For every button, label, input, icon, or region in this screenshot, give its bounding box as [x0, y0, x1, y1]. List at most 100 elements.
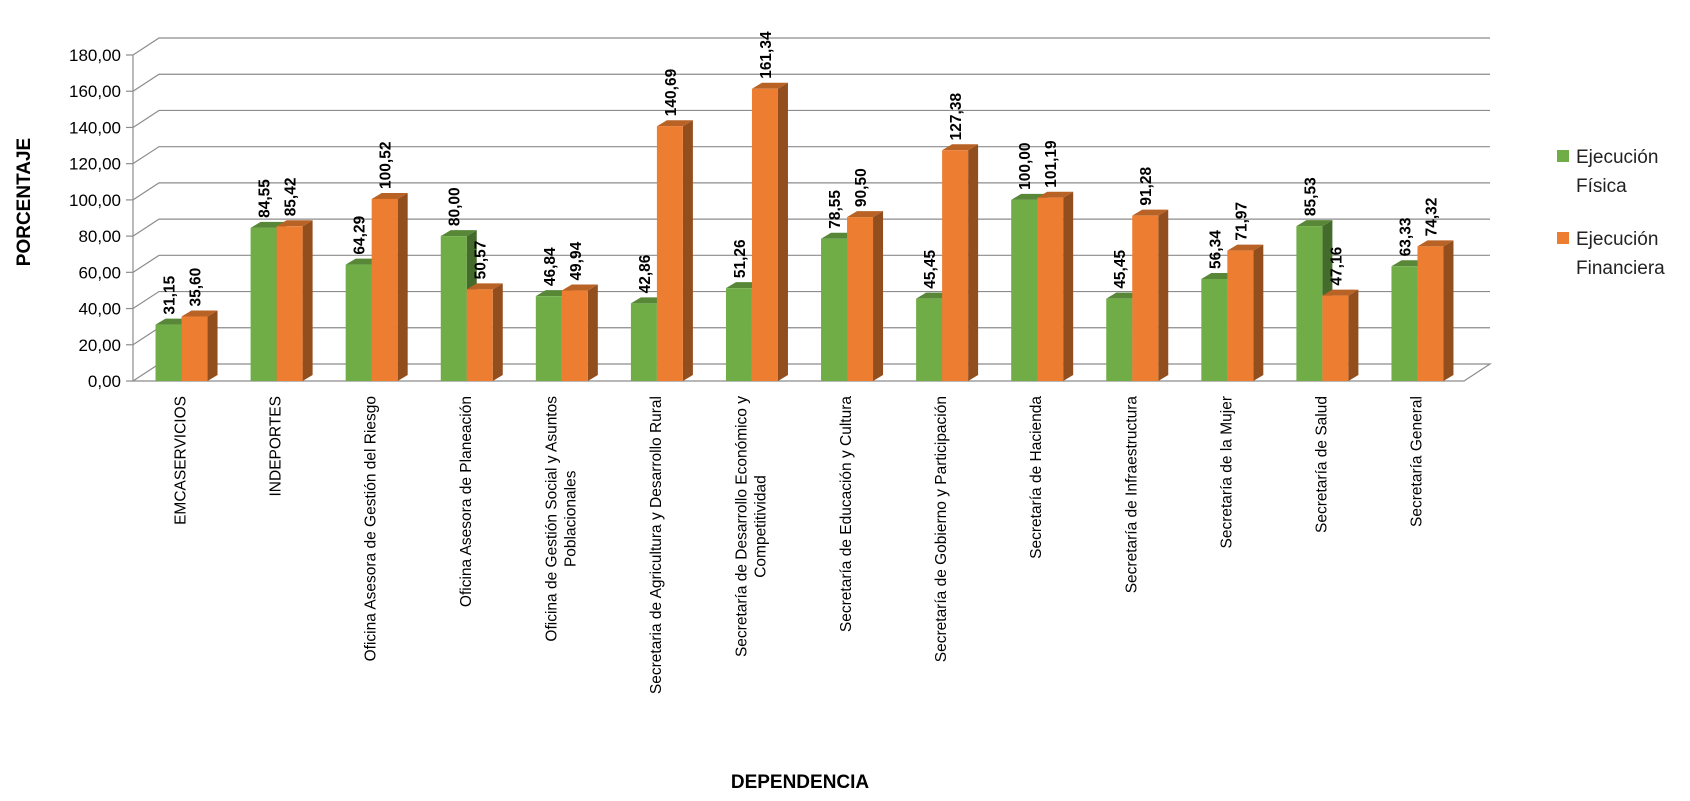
bar-side [1158, 209, 1169, 381]
bar-front [942, 150, 969, 381]
bar-front [630, 303, 657, 381]
bar-front [181, 316, 208, 381]
bar-top [1227, 244, 1264, 251]
data-label: 100,00 [1017, 142, 1034, 189]
bar-front [561, 290, 588, 381]
bar-front [371, 198, 398, 381]
bar-front [250, 227, 277, 381]
category-label: Secretaría de Educación y Cultura [838, 396, 855, 632]
data-label: 80,00 [447, 187, 464, 226]
bar-financiera [847, 211, 884, 381]
data-label: 74,32 [1423, 198, 1440, 237]
category-label: Secretaría de Infraestructura [1123, 396, 1140, 594]
y-axis-title: PORCENTAJE [14, 138, 35, 266]
y-tick-label: 80,00 [78, 227, 121, 246]
bar-front [847, 217, 874, 381]
bar-front [916, 298, 943, 381]
y-tick-label: 120,00 [69, 155, 121, 174]
bar-top [466, 283, 503, 290]
bar-financiera [942, 144, 979, 381]
gridline [132, 73, 1490, 92]
data-label: 100,52 [378, 142, 395, 189]
bar-side [873, 211, 884, 381]
data-label: 50,57 [473, 241, 490, 280]
bar-top [276, 220, 313, 227]
bar-financiera [466, 283, 503, 381]
y-tick-label: 100,00 [69, 191, 121, 210]
gridline [132, 182, 1490, 201]
data-label: 45,45 [1112, 250, 1129, 289]
data-label: 85,42 [283, 177, 300, 216]
bar-top [847, 211, 884, 218]
bar-front [276, 226, 303, 381]
bar-top [440, 230, 477, 237]
bar-front [1322, 295, 1349, 381]
bar-front [656, 126, 683, 381]
bar-side [777, 82, 788, 381]
data-label: 140,69 [663, 68, 680, 116]
bar-top [561, 284, 598, 291]
y-tick-label: 40,00 [78, 300, 121, 319]
bar-side [1063, 191, 1074, 381]
data-label: 91,28 [1138, 167, 1155, 206]
category-label: Secretaría General [1408, 396, 1425, 527]
bar-front [1296, 226, 1323, 381]
data-label: 63,33 [1397, 217, 1414, 256]
bar-front [1391, 266, 1418, 381]
bar-front [155, 324, 182, 381]
legend-item: Ejecución Financiera [1557, 229, 1665, 279]
bar-top [751, 82, 788, 89]
y-tick-label: 60,00 [78, 263, 121, 282]
bar-front [821, 238, 848, 381]
data-label: 51,26 [732, 239, 749, 278]
bar-financiera [656, 120, 693, 382]
bar-front [1037, 197, 1064, 381]
legend-label: Ejecución [1576, 147, 1658, 168]
bar-front [466, 289, 493, 381]
bar-front [725, 288, 752, 381]
data-label: 35,60 [188, 268, 205, 307]
bar-top [1132, 209, 1169, 216]
data-label: 49,94 [568, 241, 585, 280]
bar-top [371, 192, 408, 199]
chart-walls [130, 55, 1493, 382]
bar-front [1417, 246, 1444, 381]
bar-top [1322, 289, 1359, 296]
data-label: 46,84 [542, 247, 559, 286]
bar-front [1132, 215, 1159, 381]
bar-side [587, 284, 598, 381]
y-axis-tick-labels: 0,00 20,00 40,00 60,00 80,00 100,00 120,00 140,… [69, 46, 121, 391]
gridline [132, 109, 1490, 128]
bar-side [1443, 240, 1454, 381]
category-label: Secretaria de Agricultura y Desarrollo R… [648, 396, 665, 694]
category-label: Oficina Asesora de Planeación [458, 396, 475, 607]
bar-top [1417, 240, 1454, 247]
bar-top [942, 144, 979, 151]
y-tick-label: 0,00 [88, 372, 121, 391]
bar-front [535, 296, 562, 381]
chart-floor [130, 363, 1493, 382]
gridline [132, 146, 1490, 165]
bar-top [181, 310, 218, 317]
category-label: EMCASERVICIOS [173, 396, 190, 525]
bar-financiera [561, 284, 598, 381]
y-tick-label: 20,00 [78, 336, 121, 355]
y-tick-label: 140,00 [69, 118, 121, 137]
y-tick-label: 160,00 [69, 82, 121, 101]
category-labels: EMCASERVICIOS INDEPORTES Oficina Asesora d… [173, 396, 1426, 694]
bar-side [968, 144, 979, 381]
data-label: 31,15 [162, 275, 179, 314]
legend-item: Ejecución Física [1557, 147, 1658, 197]
bar-front [440, 236, 467, 381]
x-axis-title: DEPENDENCIA [731, 772, 870, 793]
bar-fisica [916, 292, 953, 381]
bar-financiera [1417, 240, 1454, 381]
data-label: 64,29 [352, 215, 369, 254]
gridline [132, 218, 1490, 237]
gridlines [126, 37, 1490, 382]
gridline [132, 37, 1490, 56]
data-label: 127,38 [948, 93, 965, 141]
gridline [132, 327, 1490, 346]
bar-financiera [1132, 209, 1169, 381]
data-label: 47,16 [1328, 246, 1345, 285]
